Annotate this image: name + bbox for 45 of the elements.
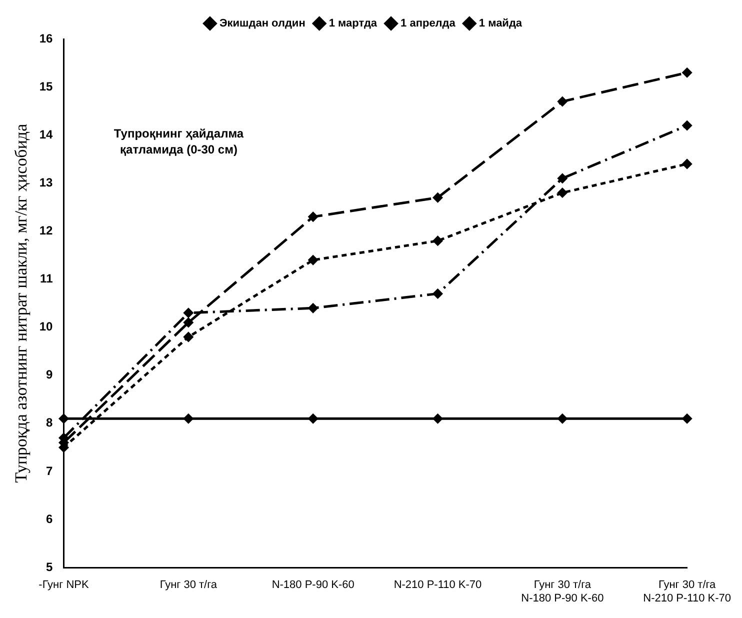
legend-label: 1 мартда <box>328 18 378 30</box>
y-tick-label: 9 <box>46 368 54 382</box>
point <box>59 414 68 424</box>
x-tick-label: Гунг 30 т/га N-210 P-110 K-70 <box>643 579 732 604</box>
y-tick-label: 16 <box>39 31 54 46</box>
point <box>308 255 318 265</box>
point <box>184 332 194 342</box>
y-tick-label: 8 <box>46 416 54 430</box>
point <box>184 414 194 424</box>
y-tick-label: 11 <box>40 272 54 286</box>
point <box>308 212 318 222</box>
point <box>308 303 318 313</box>
point <box>184 308 194 318</box>
legend-label: 1 майда <box>478 18 523 30</box>
annotation: Тупроқнинг ҳайдалма қатламида (0-30 см) <box>114 126 244 156</box>
x-tick-label: Гунг 30 т/га N-180 P-90 K-60 <box>521 579 604 604</box>
point <box>558 174 568 184</box>
y-tick-label: 7 <box>46 464 54 478</box>
point <box>432 236 442 246</box>
x-tick-label: N-180 P-90 K-60 <box>272 579 354 592</box>
x-tick-label: N-210 P-110 K-70 <box>394 579 482 592</box>
y-tick-label: 12 <box>39 224 54 238</box>
point <box>558 96 568 106</box>
legend-label: Экишдан олдин <box>219 18 306 30</box>
point <box>682 120 692 130</box>
y-tick-label: 13 <box>39 175 54 190</box>
point <box>558 188 568 198</box>
point <box>558 414 568 424</box>
point <box>682 414 692 424</box>
point <box>682 159 692 169</box>
y-tick-label: 6 <box>46 512 54 526</box>
point <box>308 414 318 424</box>
x-tick-label: -Гунг NPK <box>38 579 90 592</box>
point <box>432 288 442 298</box>
point <box>432 414 442 424</box>
y-tick-label: 14 <box>39 127 54 142</box>
x-tick-label: Гунг 30 т/га <box>160 579 218 592</box>
point <box>682 68 692 78</box>
y-tick-label: 10 <box>39 320 54 334</box>
point <box>184 318 194 328</box>
point <box>432 192 442 202</box>
y-tick-label: 15 <box>39 79 54 94</box>
y-axis-title: Тупроқда азотнинг нитрат шакли, мг/кг ҳисобида <box>12 123 31 483</box>
y-tick-label: 5 <box>46 560 54 574</box>
legend-label: 1 апрелда <box>400 18 456 30</box>
